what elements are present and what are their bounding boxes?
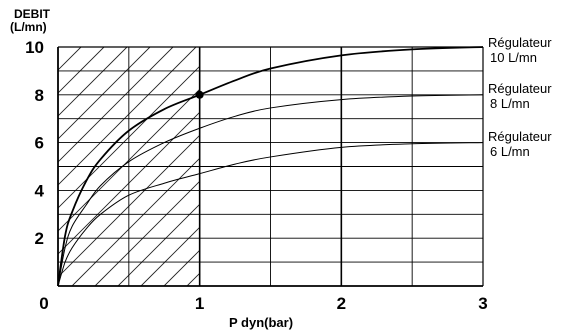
axes (57, 46, 484, 287)
series-label-1-line-0: Régulateur (488, 81, 552, 96)
hatch-line-13 (117, 203, 200, 286)
y-tick-label-4: 10 (25, 38, 44, 57)
hatch-line-2 (58, 47, 105, 94)
y-axis-title-line-1: DEBIT (14, 7, 51, 21)
y-axis-title-line-2: (L/mn) (10, 20, 47, 34)
marked-point (195, 90, 204, 99)
hatch-line-4 (58, 47, 151, 140)
series-label-0-line-0: Régulateur (488, 35, 552, 50)
y-tick-label-3: 8 (35, 86, 44, 105)
hatch-line-12 (94, 180, 200, 286)
series-label-2-line-1: 6 L/mn (490, 144, 530, 159)
hatch-line-3 (58, 47, 128, 117)
hatch-line-14 (140, 226, 200, 286)
series-label-0-line-1: 10 L/mn (490, 50, 537, 65)
hatch-line-5 (58, 47, 174, 163)
series-label-2-line-0: Régulateur (488, 129, 552, 144)
y-tick-label-0: 2 (35, 229, 44, 248)
x-axis-title: P dyn(bar) (229, 315, 293, 330)
series-line-2 (57, 142, 484, 287)
series-line-0 (57, 46, 484, 287)
x-tick-label-3: 3 (478, 294, 487, 313)
y-tick-label-1: 4 (35, 181, 45, 200)
hatch-line-0 (58, 47, 59, 48)
series-label-1-line-1: 8 L/mn (490, 96, 530, 111)
y-tick-label-2: 6 (35, 134, 44, 153)
x-tick-label-1: 1 (195, 294, 204, 313)
x-tick-label-0: 0 (39, 294, 48, 313)
series-curves (57, 46, 484, 287)
series-line-1 (57, 94, 484, 287)
grid (58, 47, 483, 286)
tick-labels: 2 4 6 8 10 0 1 2 3 (25, 38, 488, 313)
x-tick-label-2: 2 (337, 294, 346, 313)
